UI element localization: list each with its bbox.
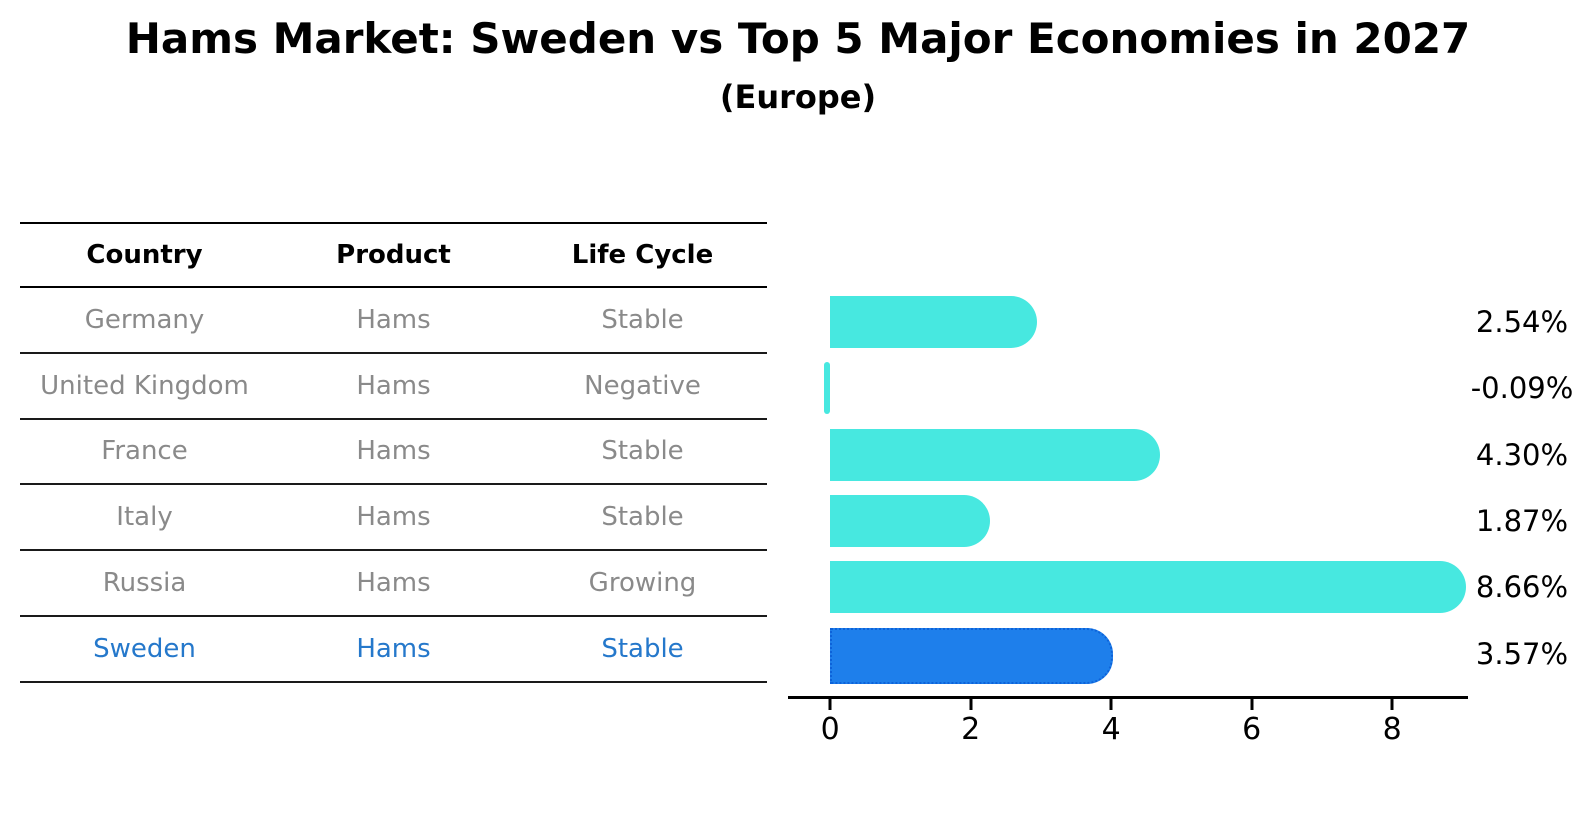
cell-lifecycle: Negative [584, 370, 701, 401]
value-label-sweden: 3.57% [1475, 636, 1569, 671]
cell-country: Sweden [93, 633, 196, 664]
cell-product: Hams [356, 502, 431, 533]
cell-lifecycle: Stable [601, 502, 684, 533]
cell-country: France [101, 436, 188, 467]
value-label-italy: 1.87% [1475, 504, 1569, 539]
bar-russia [830, 561, 1467, 614]
bar-germany [830, 296, 1037, 348]
cell-product: Hams [356, 304, 431, 335]
x-axis-tick-label: 6 [1242, 712, 1262, 747]
cell-country: Russia [102, 568, 187, 599]
chart-subtitle: (Europe) [719, 78, 877, 116]
cell-country: Italy [116, 502, 173, 533]
bar-united-kingdom [823, 362, 831, 415]
table-row-france: France Hams Stable [20, 420, 767, 486]
value-label-germany: 2.54% [1475, 305, 1569, 339]
table-row-russia: Russia Hams Growing [20, 551, 767, 617]
x-axis-tick [1109, 699, 1113, 710]
cell-country: Germany [84, 304, 205, 335]
country-table: Country Product Life Cycle Germany Hams … [20, 222, 767, 683]
bar-sweden [830, 627, 1113, 684]
bar-france [830, 428, 1161, 481]
x-axis-tick-label: 8 [1382, 712, 1402, 747]
cell-product: Hams [356, 370, 431, 401]
cell-lifecycle: Stable [601, 304, 684, 335]
table-row-germany: Germany Hams Stable [20, 288, 767, 354]
table-header-row: Country Product Life Cycle [20, 222, 767, 288]
bar-italy [830, 495, 990, 548]
value-label-united-kingdom: -0.09% [1470, 371, 1574, 406]
cell-product: Hams [356, 568, 431, 599]
x-axis-tick [969, 699, 973, 710]
cell-product: Hams [356, 633, 431, 664]
x-axis-tick-label: 2 [961, 712, 981, 747]
x-axis-tick [1250, 699, 1254, 710]
x-axis: 0 2 4 6 8 [788, 699, 1468, 759]
x-axis-tick-label: 4 [1101, 712, 1121, 747]
cell-product: Hams [356, 436, 431, 467]
cell-lifecycle: Stable [601, 633, 684, 664]
cell-lifecycle: Growing [588, 568, 697, 599]
table-header-lifecycle: Life Cycle [571, 240, 714, 270]
cell-country: United Kingdom [40, 370, 249, 401]
x-axis-tick-label: 0 [820, 712, 840, 747]
value-label-russia: 8.66% [1475, 570, 1569, 605]
x-axis-tick [828, 699, 832, 710]
value-label-france: 4.30% [1475, 437, 1569, 472]
chart-title: Hams Market: Sweden vs Top 5 Major Econo… [125, 14, 1471, 63]
table-header-country: Country [86, 240, 203, 270]
cell-lifecycle: Stable [601, 436, 684, 467]
table-row-italy: Italy Hams Stable [20, 485, 767, 552]
x-axis-tick [1390, 699, 1394, 710]
plot-area [788, 290, 1468, 699]
table-header-product: Product [336, 240, 451, 270]
table-row-united-kingdom: United Kingdom Hams Negative [20, 354, 767, 420]
table-row-sweden: Sweden Hams Stable [20, 617, 767, 683]
